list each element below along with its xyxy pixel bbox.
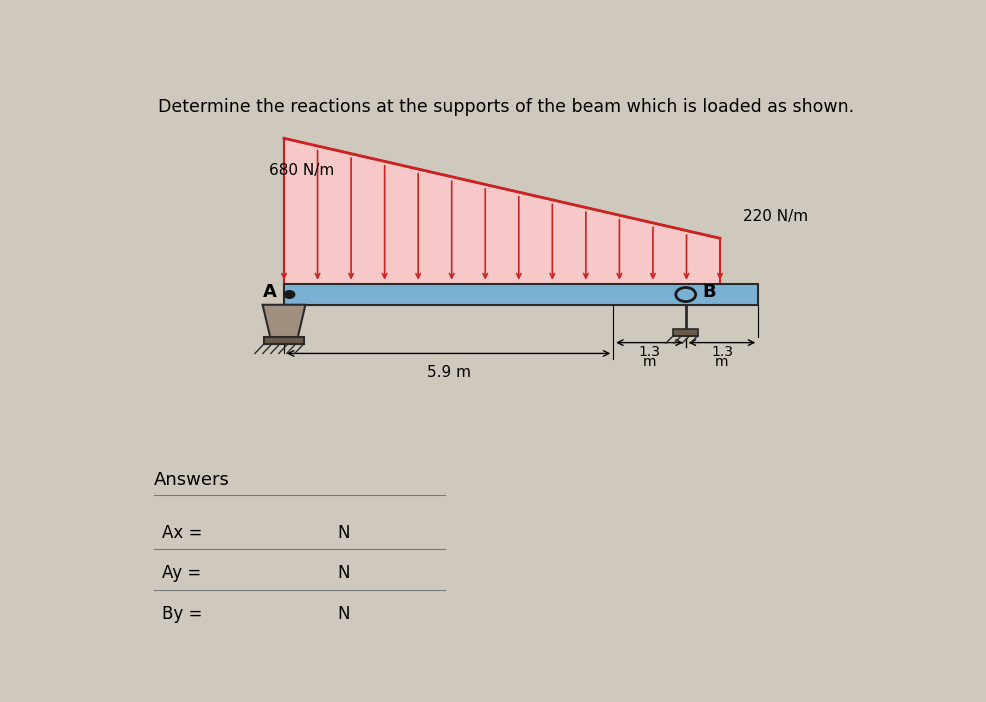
Text: N: N xyxy=(337,605,350,623)
Text: 1.3: 1.3 xyxy=(638,345,660,359)
Text: 680 N/m: 680 N/m xyxy=(268,164,333,178)
Text: m: m xyxy=(642,355,656,369)
Text: 5.9 m: 5.9 m xyxy=(426,365,470,380)
Circle shape xyxy=(284,291,295,298)
Text: B: B xyxy=(702,283,716,301)
Text: A: A xyxy=(262,283,276,301)
Text: m: m xyxy=(715,355,728,369)
Bar xyxy=(672,329,697,336)
Text: Determine the reactions at the supports of the beam which is loaded as shown.: Determine the reactions at the supports … xyxy=(158,98,853,116)
Text: 220 N/m: 220 N/m xyxy=(742,209,808,224)
Text: Answers: Answers xyxy=(154,471,230,489)
Text: N: N xyxy=(337,564,350,583)
Text: Ax =: Ax = xyxy=(162,524,202,542)
Bar xyxy=(264,337,304,344)
Text: By =: By = xyxy=(162,605,202,623)
Bar xyxy=(284,284,757,305)
Text: N: N xyxy=(337,524,350,542)
Text: 1.3: 1.3 xyxy=(710,345,733,359)
Text: Ay =: Ay = xyxy=(162,564,201,583)
Polygon shape xyxy=(284,138,720,284)
Polygon shape xyxy=(262,305,305,337)
